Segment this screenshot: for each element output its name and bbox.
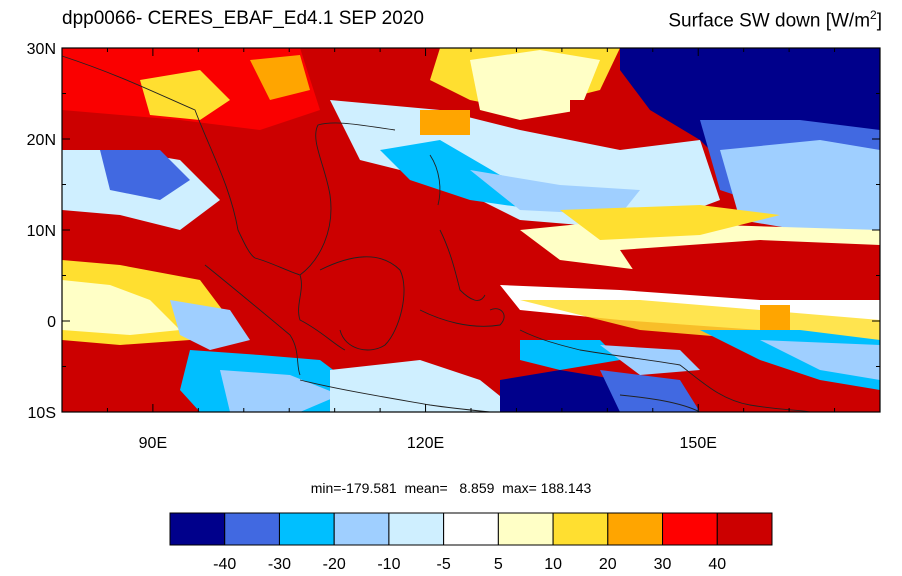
colorbar-label: 10 [544, 556, 562, 573]
colorbar-swatch [224, 512, 280, 546]
colorbar-label: 40 [708, 556, 726, 573]
lon-tick-label: 150E [680, 435, 717, 452]
colorbar-label: 20 [599, 556, 617, 573]
colorbar-swatch [716, 512, 773, 546]
lat-tick-label: 0 [47, 314, 56, 331]
stats-summary: min=-179.581 mean= 8.859 max= 188.143 [310, 480, 592, 496]
plot-title-right: Surface SW down [W/m2] [668, 8, 882, 32]
lat-tick-label: 30N [27, 41, 56, 58]
data-field [62, 48, 880, 412]
colorbar-label: -20 [323, 556, 346, 573]
lat-tick-label: 10N [27, 223, 56, 240]
colorbar-label: -30 [268, 556, 291, 573]
colorbar-swatch [443, 512, 499, 546]
colorbar-swatch [169, 512, 226, 546]
colorbar-swatch [278, 512, 335, 546]
plot-title-left: dpp0066- CERES_EBAF_Ed4.1 SEP 2020 [62, 8, 424, 29]
colorbar-swatch [552, 512, 609, 546]
units-exponent: 2 [870, 8, 877, 22]
colorbar-swatch [388, 512, 445, 546]
axis-ticks [61, 47, 881, 413]
colorbar-label: -10 [377, 556, 400, 573]
colorbar-swatch [497, 512, 554, 546]
colorbar-label: 5 [494, 556, 503, 573]
coastlines [61, 55, 811, 413]
colorbar-swatch [607, 512, 664, 546]
colorbar-label: -5 [437, 556, 451, 573]
colorbar-label: 30 [654, 556, 672, 573]
colorbar-swatch [333, 512, 390, 546]
colorbar-label: -40 [213, 556, 236, 573]
lon-tick-label: 90E [139, 435, 167, 452]
colorbar-labels: -40 -30 -20 -10 -5 5 10 20 30 40 [213, 556, 726, 573]
lon-tick-label: 120E [407, 435, 444, 452]
colorbar-swatch [662, 512, 718, 546]
lat-tick-label: 20N [27, 132, 56, 149]
lat-tick-label: 10S [28, 405, 56, 422]
axis-tick-labels: 30N 20N 10N 0 10S 90E 120E 150E [27, 41, 717, 452]
colorbar [169, 512, 773, 546]
